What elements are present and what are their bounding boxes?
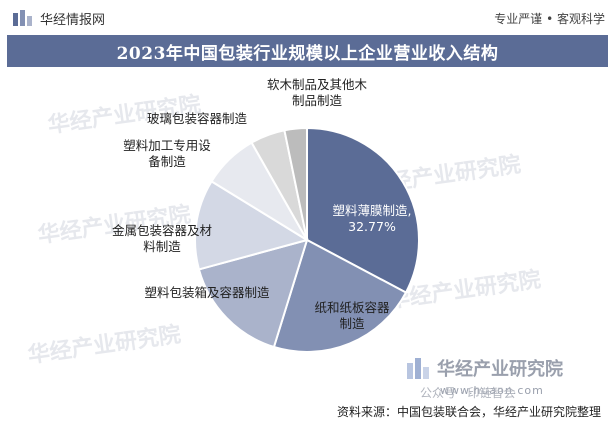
watermark-overlay: 公众号 · 印链智会 [420,386,516,400]
footer-logo: 华经产业研究院 [405,355,563,381]
watermark-url: www.huaon.com [440,384,544,397]
slice-label: 纸和纸板容器制造 [314,300,390,331]
brand: 华经情报网 [12,8,105,28]
tagline: 专业严谨 • 客观科学 [494,12,605,26]
top-bar: 华经情报网 专业严谨 • 客观科学 [0,0,615,34]
pie-slice [306,126,420,294]
pie-slice [272,238,408,353]
footer-logo-icon [407,358,429,379]
brand-name: 华经情报网 [40,12,106,28]
source-note: 资料来源：中国包装联合会，华经产业研究院整理 [336,405,601,419]
plot-area: 华经产业研究院 华经产业研究院 华经产业研究院 华经产业研究院 华经产业研究院 … [7,67,608,396]
slice-label: 金属包装容器及材料制造 [112,223,212,254]
pie-slice [197,238,309,349]
source-bar: 资料来源：中国包装联合会，华经产业研究院整理 [0,397,615,430]
pie-chart: 塑料薄膜制造, 32.77% 纸和纸板容器制造 塑料包装箱及容器制造 金属包装容器及材料… [112,77,420,353]
slice-label: 塑料薄膜制造, 32.77% [333,203,412,234]
slice-label: 玻璃包装容器制造 [147,111,248,126]
slice-label: 软木制品及其他木制品制造 [267,77,368,108]
slice-label: 塑料加工专用设备制造 [123,138,211,169]
footer-brand: 华经产业研究院 [437,359,563,380]
chart-title: 2023年中国包装行业规模以上企业营业收入结构 [7,35,608,67]
slice-label: 塑料包装箱及容器制造 [144,285,270,300]
pie-slice [194,179,310,271]
brand-logo-icon [13,10,32,26]
pie-slice [283,126,308,241]
